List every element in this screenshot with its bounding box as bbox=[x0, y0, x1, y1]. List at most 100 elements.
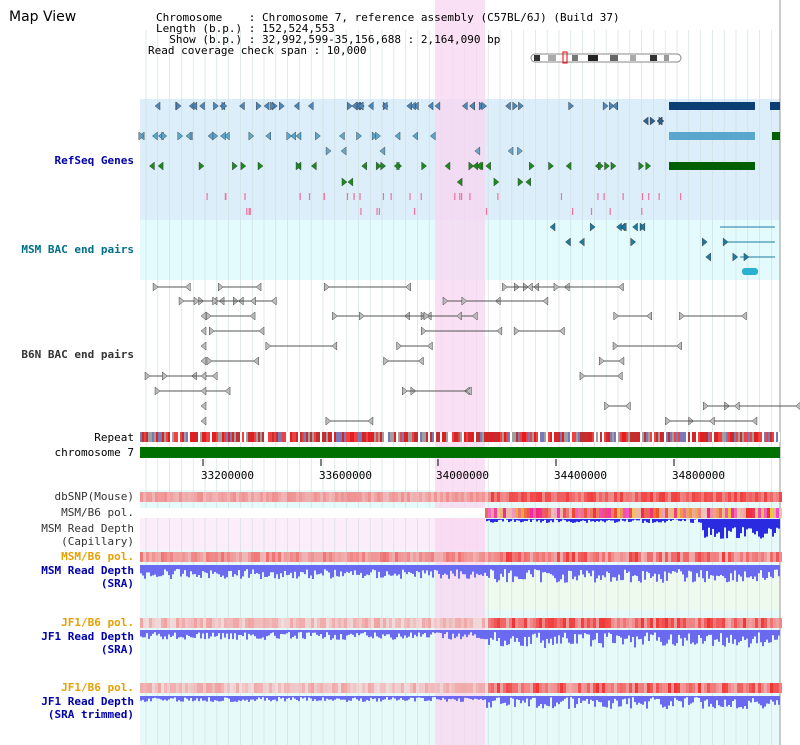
jf1-sra-depth-bar bbox=[552, 630, 554, 645]
jf1-trim-depth-bar bbox=[476, 696, 478, 700]
msm-b6-pol-heat bbox=[650, 508, 653, 518]
dbsnp-heat bbox=[692, 492, 695, 502]
track-label-msm-b6-pol-2[interactable]: MSM/B6 pol. bbox=[61, 550, 134, 563]
msm-b6-pol-heat bbox=[764, 552, 767, 562]
repeat-segment bbox=[474, 432, 476, 442]
jf1-sra-depth-bar bbox=[548, 630, 550, 644]
msm-b6-pol-heat bbox=[392, 552, 395, 562]
jf1-b6-pol-heat bbox=[614, 683, 617, 693]
msm-b6-pol-heat bbox=[746, 508, 749, 518]
jf1-b6-pol-heat bbox=[437, 683, 440, 693]
msm-b6-pol-heat bbox=[521, 508, 524, 518]
msm-sra-depth-bar bbox=[692, 565, 694, 583]
msm-b6-pol-heat bbox=[146, 508, 149, 518]
jf1-sra-depth-bar bbox=[560, 630, 562, 644]
msm-b6-pol-heat bbox=[623, 552, 626, 562]
jf1-b6-pol-heat bbox=[443, 618, 446, 628]
track-label-msm-depth-cap-1[interactable]: MSM Read Depth bbox=[41, 522, 134, 535]
msm-sra-depth-bar bbox=[144, 565, 146, 579]
dbsnp-heat bbox=[722, 492, 725, 502]
dbsnp-heat bbox=[518, 492, 521, 502]
jf1-trim-depth-bar bbox=[442, 696, 444, 698]
jf1-b6-pol-heat bbox=[701, 618, 704, 628]
msm-sra-depth-bar bbox=[482, 565, 484, 576]
jf1-b6-pol-heat bbox=[593, 618, 596, 628]
jf1-b6-pol-heat bbox=[620, 618, 623, 628]
msm-sra-depth-bar bbox=[734, 565, 736, 571]
jf1-trim-depth-bar bbox=[686, 696, 688, 698]
track-label-msm-b6-pol-1[interactable]: MSM/B6 pol. bbox=[61, 506, 134, 519]
dbsnp-heat bbox=[170, 492, 173, 502]
msm-b6-pol-heat bbox=[599, 552, 602, 562]
jf1-trim-depth-bar bbox=[424, 696, 426, 702]
repeat-segment bbox=[574, 432, 576, 442]
jf1-trim-depth-bar bbox=[296, 696, 298, 701]
jf1-b6-pol-heat bbox=[659, 618, 662, 628]
track-label-jf1-b6-pol-2[interactable]: JF1/B6 pol. bbox=[61, 681, 134, 694]
msm-sra-depth-bar bbox=[630, 565, 632, 583]
jf1-trim-depth-bar bbox=[498, 696, 500, 698]
jf1-sra-depth-bar bbox=[390, 630, 392, 638]
refseq-gene bbox=[462, 101, 468, 111]
b6n-bac-end bbox=[367, 416, 374, 426]
msm-sra-depth-bar bbox=[318, 565, 320, 575]
jf1-trim-depth-bar bbox=[646, 696, 648, 709]
track-label-msm-bac[interactable]: MSM BAC end pairs bbox=[21, 243, 134, 256]
msm-sra-depth-bar bbox=[754, 565, 756, 577]
msm-b6-pol-heat bbox=[467, 508, 470, 518]
jf1-b6-pol-heat bbox=[497, 618, 500, 628]
jf1-trim-depth-bar bbox=[192, 696, 194, 702]
jf1-sra-depth-bar bbox=[248, 630, 250, 634]
track-label-repeat[interactable]: Repeat bbox=[94, 431, 134, 444]
jf1-sra-depth-bar bbox=[436, 630, 438, 633]
refseq-gene bbox=[263, 101, 270, 111]
msm-b6-pol-heat bbox=[245, 552, 248, 562]
dbsnp-heat bbox=[326, 492, 329, 502]
capillary-depth-bar bbox=[698, 519, 700, 523]
msm-b6-pol-heat bbox=[242, 508, 245, 518]
msm-sra-depth-bar bbox=[660, 565, 662, 580]
msm-sra-depth-bar bbox=[728, 565, 730, 582]
msm-b6-pol-heat bbox=[560, 552, 563, 562]
jf1-sra-depth-bar bbox=[220, 630, 222, 640]
jf1-b6-pol-heat bbox=[233, 683, 236, 693]
refseq-gene bbox=[444, 161, 451, 171]
msm-b6-pol-heat bbox=[743, 552, 746, 562]
jf1-sra-depth-bar bbox=[258, 630, 260, 639]
repeat-segment bbox=[216, 432, 218, 442]
msm-bac-end bbox=[639, 222, 646, 232]
track-label-msm-depth-sra-1[interactable]: MSM Read Depth bbox=[41, 564, 134, 577]
msm-b6-pol-heat bbox=[689, 508, 692, 518]
msm-bac-end bbox=[743, 252, 750, 262]
jf1-b6-pol-heat bbox=[617, 618, 620, 628]
b6n-bac-end bbox=[426, 341, 433, 351]
repeat-segment bbox=[672, 432, 674, 442]
capillary-depth-bar bbox=[778, 519, 780, 529]
track-label-b6n-bac[interactable]: B6N BAC end pairs bbox=[21, 348, 134, 361]
msm-sra-depth-bar bbox=[558, 565, 560, 582]
jf1-b6-pol-heat bbox=[695, 683, 698, 693]
track-label-dbsnp[interactable]: dbSNP(Mouse) bbox=[54, 490, 134, 503]
jf1-trim-depth-bar bbox=[552, 696, 554, 709]
refseq-gene bbox=[361, 161, 367, 171]
msm-b6-pol-heat bbox=[296, 552, 299, 562]
dbsnp-heat bbox=[353, 492, 356, 502]
jf1-trim-depth-bar bbox=[406, 696, 408, 701]
msm-b6-pol-heat bbox=[668, 552, 671, 562]
msm-sra-depth-bar bbox=[382, 565, 384, 578]
jf1-b6-pol-heat bbox=[566, 683, 569, 693]
repeat-segment bbox=[768, 432, 770, 442]
msm-b6-pol-heat bbox=[236, 508, 239, 518]
track-label-jf1-depth-sra-1[interactable]: JF1 Read Depth bbox=[41, 630, 134, 643]
track-label-jf1-b6-pol-1[interactable]: JF1/B6 pol. bbox=[61, 616, 134, 629]
track-label-jf1-depth-trim-1[interactable]: JF1 Read Depth bbox=[41, 695, 134, 708]
track-label-refseq[interactable]: RefSeq Genes bbox=[54, 154, 134, 167]
jf1-trim-depth-bar bbox=[210, 696, 212, 702]
msm-sra-depth-bar bbox=[604, 565, 606, 578]
msm-b6-pol-heat bbox=[476, 508, 479, 518]
msm-sra-depth-bar bbox=[616, 565, 618, 581]
jf1-trim-depth-bar bbox=[740, 696, 742, 707]
refseq-gene bbox=[240, 161, 247, 171]
dbsnp-heat bbox=[740, 492, 743, 502]
